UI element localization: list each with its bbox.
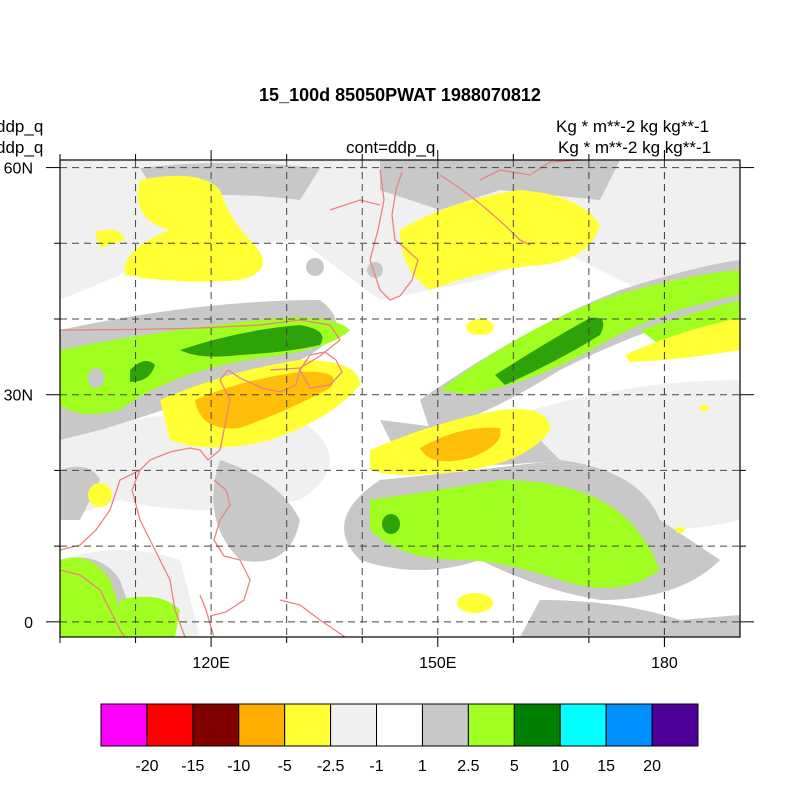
colorbar-level-label: 20 bbox=[643, 758, 661, 775]
colorbar-swatch bbox=[284, 703, 332, 747]
contour-region bbox=[457, 593, 493, 613]
x-tick-label: 150E bbox=[419, 655, 456, 672]
coastline bbox=[131, 367, 301, 637]
contour-region bbox=[675, 527, 685, 533]
colorbar-level-label: 15 bbox=[597, 758, 615, 775]
contour-region bbox=[130, 361, 155, 382]
coastline bbox=[279, 599, 346, 637]
coastline bbox=[479, 160, 581, 181]
units-label-2: Kg * m**-2 kg kg**-1 bbox=[558, 138, 712, 157]
contour-region bbox=[88, 368, 104, 388]
contour-label: cont=ddp_q bbox=[346, 138, 436, 157]
colorbar-swatch bbox=[100, 703, 148, 747]
colorbar-swatch bbox=[421, 703, 469, 747]
colorbar-labels: -20 -15 -10 -5 -2.5 -1 1 2.5 5 10 15 20 bbox=[135, 758, 661, 775]
coastline bbox=[439, 174, 531, 246]
y-tick-label: 30N bbox=[4, 388, 33, 405]
grid-lines bbox=[59, 160, 740, 637]
y-tick-label: 60N bbox=[4, 161, 33, 178]
contour-region bbox=[382, 514, 400, 534]
contour-region bbox=[195, 371, 334, 429]
contour-region bbox=[306, 258, 324, 276]
contour-region bbox=[625, 318, 740, 362]
contour-region bbox=[500, 380, 740, 470]
colorbar-swatch bbox=[238, 703, 286, 747]
y-axis-tick-labels: 0 30N 60N bbox=[4, 161, 33, 632]
y-tick-label: 0 bbox=[24, 615, 33, 632]
coastline bbox=[209, 479, 251, 617]
colorbar-level-label: -1 bbox=[369, 758, 383, 775]
x-tick-label: 180 bbox=[651, 655, 678, 672]
contour-region bbox=[367, 262, 383, 278]
colorbar-swatch bbox=[605, 703, 653, 747]
coastline bbox=[369, 169, 419, 301]
colorbar-level-label: 5 bbox=[510, 758, 519, 775]
colorbar-swatch bbox=[146, 703, 194, 747]
colorbar-level-label: -20 bbox=[135, 758, 158, 775]
contour-region bbox=[60, 557, 130, 637]
colorbar-swatch bbox=[330, 703, 378, 747]
coastline bbox=[60, 569, 126, 637]
coastline bbox=[329, 199, 381, 211]
contour-region bbox=[370, 480, 660, 588]
x-tick-label: 120E bbox=[192, 655, 229, 672]
x-axis-tick-labels: 120E 150E 180 bbox=[192, 655, 677, 672]
left-field-label: ddp_q bbox=[0, 117, 44, 136]
colorbar-level-label: -2.5 bbox=[317, 758, 345, 775]
chart-title: 15_100d 85050PWAT 1988070812 bbox=[259, 85, 541, 105]
contour-region bbox=[495, 317, 604, 385]
coastline bbox=[299, 351, 343, 389]
contour-region bbox=[60, 466, 100, 520]
colorbar-level-label: 10 bbox=[551, 758, 569, 775]
contour-region bbox=[88, 483, 112, 507]
colorbar-level-label: 2.5 bbox=[457, 758, 479, 775]
colorbar-swatch bbox=[376, 703, 423, 747]
colorbar-level-label: -10 bbox=[227, 758, 250, 775]
colorbar-swatch bbox=[651, 703, 699, 747]
contour-region bbox=[400, 190, 600, 290]
units-label: Kg * m**-2 kg kg**-1 bbox=[556, 117, 710, 136]
contour-region bbox=[380, 160, 620, 210]
contour-region bbox=[699, 405, 709, 411]
colorbar-level-label: -15 bbox=[181, 758, 204, 775]
colorbar bbox=[100, 703, 699, 747]
coastline bbox=[60, 319, 341, 371]
colorbar-swatch bbox=[513, 703, 561, 747]
colorbar-swatch bbox=[467, 703, 515, 747]
axis-ticks bbox=[46, 150, 754, 647]
plot-frame bbox=[59, 159, 741, 638]
left-field-label-2: ddp_q bbox=[0, 138, 44, 157]
colorbar-swatch bbox=[559, 703, 607, 747]
colorbar-level-label: -5 bbox=[278, 758, 292, 775]
contour-region bbox=[520, 600, 740, 637]
contour-region bbox=[213, 460, 300, 562]
contour-region bbox=[124, 175, 263, 282]
contour-region bbox=[466, 319, 494, 335]
colorbar-swatch bbox=[192, 703, 240, 747]
colorbar-level-label: 1 bbox=[418, 758, 427, 775]
contour-region bbox=[420, 427, 501, 462]
contour-fill-layer bbox=[60, 160, 740, 637]
contour-region bbox=[120, 596, 180, 637]
